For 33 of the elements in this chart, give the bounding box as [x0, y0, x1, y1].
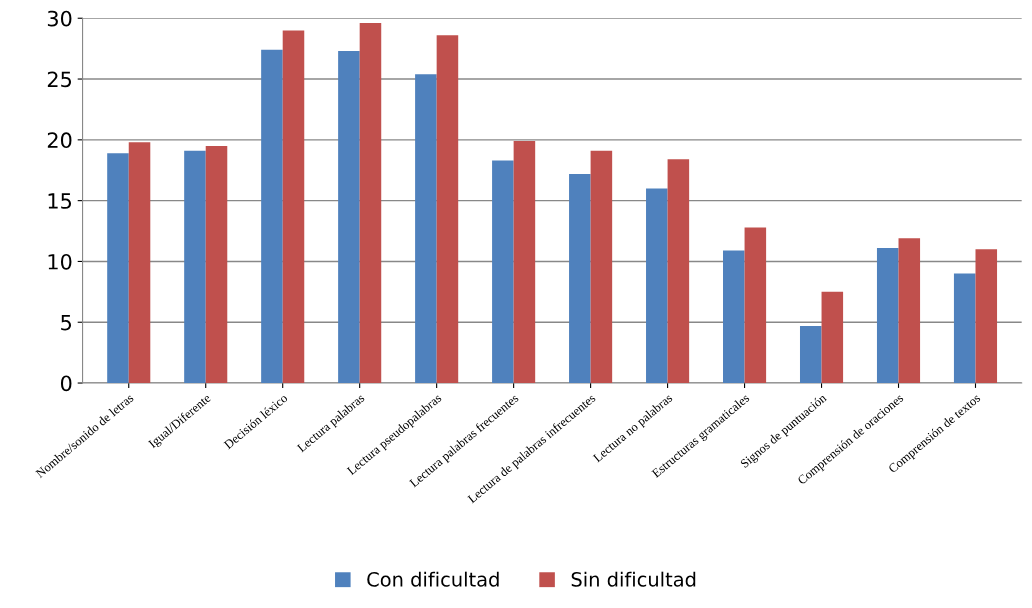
bar: [667, 159, 690, 384]
bar: [338, 51, 360, 384]
bar: [492, 160, 514, 384]
bar: [513, 141, 536, 384]
y-tick-label: 0: [60, 375, 72, 392]
bar: [107, 153, 129, 384]
bar: [184, 150, 206, 384]
y-tick-label: 5: [61, 314, 72, 331]
bar: [723, 250, 745, 384]
bar: [436, 35, 459, 384]
bar: [261, 49, 283, 384]
y-tick-label: 25: [47, 71, 72, 88]
bar: [876, 248, 899, 384]
bar: [898, 238, 921, 384]
bar: [569, 173, 591, 384]
bar: [821, 291, 844, 384]
y-tick-label: 10: [48, 253, 72, 270]
bar: [128, 142, 151, 384]
y-tick-label: 20: [47, 132, 72, 149]
bar: [975, 249, 998, 384]
bar: [799, 325, 822, 384]
legend-label: Sin dificultad: [571, 571, 696, 587]
bar: [415, 74, 437, 384]
bar: [590, 150, 613, 384]
legend-label: Con dificultad: [367, 571, 499, 587]
bar: [282, 30, 305, 384]
bar: [205, 145, 228, 384]
bar: [359, 23, 382, 384]
bar: [953, 273, 976, 384]
y-tick-label: 15: [48, 193, 72, 209]
bar: [744, 227, 767, 384]
bar: [646, 188, 668, 384]
y-tick-label: 30: [47, 10, 72, 27]
